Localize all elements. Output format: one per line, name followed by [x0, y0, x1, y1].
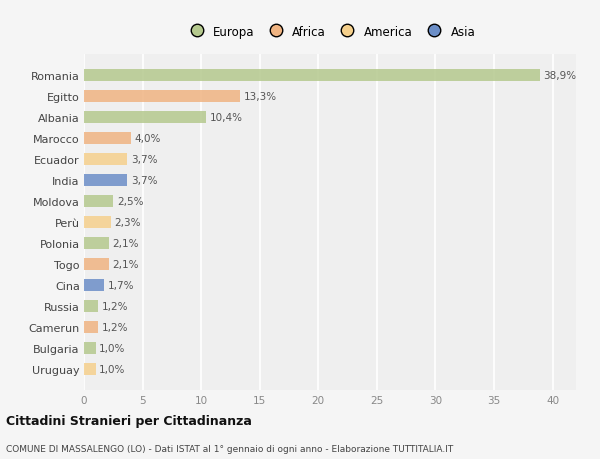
Text: 3,7%: 3,7% — [131, 155, 157, 165]
Text: Cittadini Stranieri per Cittadinanza: Cittadini Stranieri per Cittadinanza — [6, 414, 252, 428]
Text: 13,3%: 13,3% — [244, 92, 277, 102]
Bar — [84, 322, 98, 333]
Bar — [84, 238, 109, 249]
Bar — [84, 364, 96, 375]
Bar — [84, 196, 113, 207]
Bar — [84, 217, 111, 229]
Bar — [84, 175, 127, 186]
Bar — [84, 301, 98, 312]
Text: 38,9%: 38,9% — [543, 71, 577, 81]
Bar — [84, 154, 127, 166]
Text: 2,5%: 2,5% — [117, 197, 143, 207]
Bar — [84, 112, 206, 123]
Text: 1,2%: 1,2% — [101, 302, 128, 311]
Text: COMUNE DI MASSALENGO (LO) - Dati ISTAT al 1° gennaio di ogni anno - Elaborazione: COMUNE DI MASSALENGO (LO) - Dati ISTAT a… — [6, 444, 453, 453]
Text: 2,3%: 2,3% — [115, 218, 141, 228]
Text: 2,1%: 2,1% — [112, 239, 139, 248]
Text: 1,2%: 1,2% — [101, 322, 128, 332]
Bar — [84, 259, 109, 270]
Text: 1,0%: 1,0% — [99, 364, 125, 374]
Bar — [84, 70, 539, 82]
Text: 2,1%: 2,1% — [112, 259, 139, 269]
Legend: Europa, Africa, America, Asia: Europa, Africa, America, Asia — [180, 21, 480, 43]
Bar — [84, 133, 131, 145]
Bar — [84, 91, 240, 103]
Text: 10,4%: 10,4% — [209, 113, 242, 123]
Bar — [84, 342, 96, 354]
Text: 4,0%: 4,0% — [134, 134, 161, 144]
Text: 3,7%: 3,7% — [131, 176, 157, 186]
Text: 1,7%: 1,7% — [107, 280, 134, 291]
Bar — [84, 280, 104, 291]
Text: 1,0%: 1,0% — [99, 343, 125, 353]
